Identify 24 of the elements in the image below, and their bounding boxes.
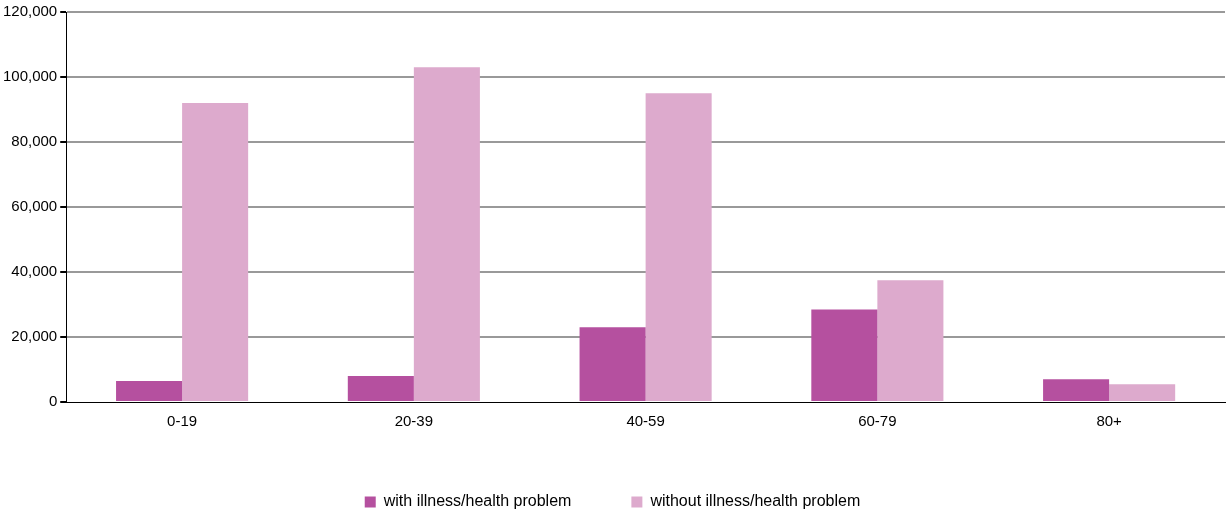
x-tick-label: 80+	[1096, 412, 1123, 430]
x-tick-label: 60-79	[858, 412, 897, 430]
bar	[579, 327, 646, 401]
y-tick-label: 20,000	[11, 327, 58, 345]
bar	[811, 309, 878, 401]
y-tick-label: 60,000	[11, 197, 58, 215]
y-tick-label: 120,000	[2, 2, 58, 20]
bar	[877, 280, 944, 401]
x-tick-label: 20-39	[394, 412, 434, 430]
legend-label: without illness/health problem	[649, 492, 861, 510]
bar	[116, 380, 183, 401]
y-tick-label: 0	[48, 392, 58, 410]
bar	[182, 103, 249, 401]
x-tick-label: 0-19	[167, 412, 198, 430]
y-tick-label: 40,000	[11, 262, 58, 280]
bar	[1043, 379, 1110, 401]
bar	[1109, 384, 1176, 401]
bar	[413, 67, 480, 401]
legend-label: with illness/health problem	[382, 492, 572, 510]
bar	[645, 93, 712, 401]
bar	[347, 376, 414, 401]
y-tick-label: 80,000	[11, 132, 58, 150]
x-tick-label: 40-59	[626, 412, 665, 430]
y-tick-label: 100,000	[2, 67, 58, 85]
